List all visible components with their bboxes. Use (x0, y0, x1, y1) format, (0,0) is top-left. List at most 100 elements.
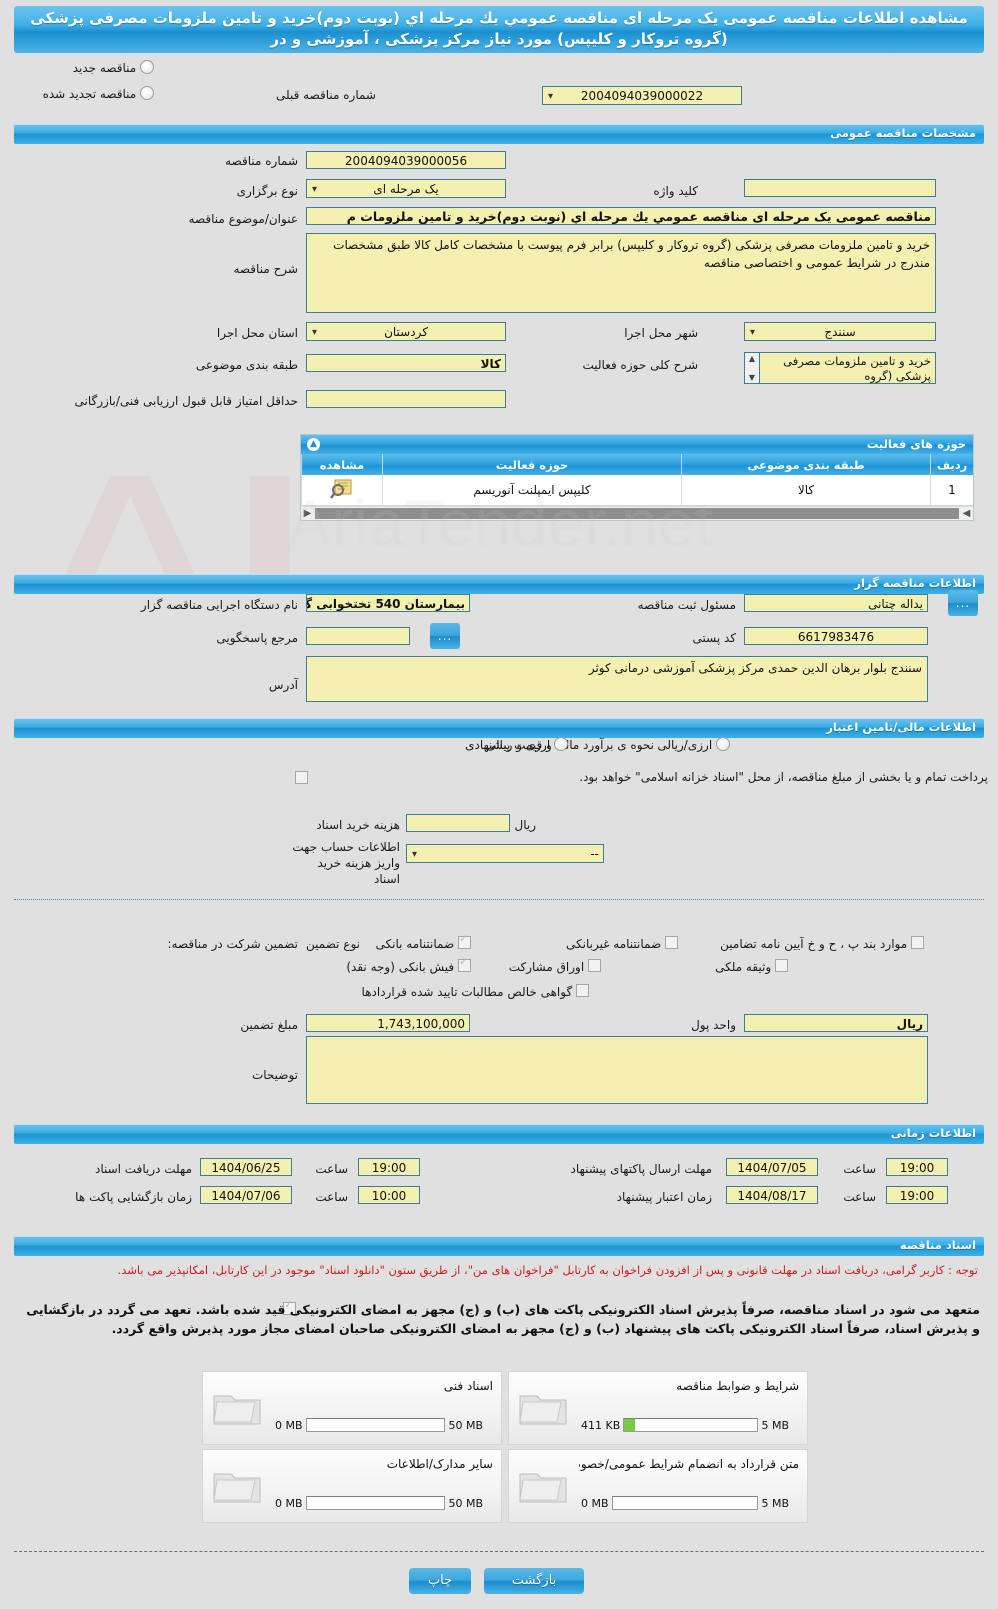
guarantee-option-6-checkbox[interactable] (576, 984, 589, 997)
timing-date-3[interactable]: 1404/08/17 (726, 1186, 818, 1204)
estimate-option-foreign-rial-row[interactable]: ارزی و ریالی (486, 737, 568, 752)
guarantee-option-4[interactable]: اوراق مشارکت (509, 959, 601, 974)
table-row[interactable]: 1 کالا کلیپس ایمپلنت آنوریسم (301, 475, 973, 506)
renewed-tender-radio-row[interactable]: مناقصه تجدید شده (43, 86, 154, 101)
folder-icon[interactable] (517, 1464, 569, 1506)
docbox-1[interactable]: اسناد فنی 0 MB 50 MB (202, 1371, 502, 1445)
activity-areas-hscrollbar[interactable]: ◀ ▶ (301, 506, 973, 520)
collapse-icon[interactable]: ▲ (307, 438, 320, 451)
activity-areas-table: ردیف طبقه بندی موضوعی حوزه فعالیت مشاهده… (301, 454, 973, 506)
guarantee-option-3-checkbox[interactable] (458, 956, 471, 972)
folder-icon[interactable] (517, 1386, 569, 1428)
timing-time-3[interactable]: 19:00 (886, 1186, 948, 1204)
classification-field[interactable]: کالا (306, 354, 506, 372)
min-score-field[interactable] (306, 390, 506, 408)
timing-date-0[interactable]: 1404/06/25 (200, 1158, 292, 1176)
province-select[interactable]: ▾ کردستان (306, 322, 506, 341)
docbox-3-meter-row: 0 MB 50 MB (275, 1496, 483, 1510)
previous-tender-number-select[interactable]: ▾ 2004094039000022 (542, 86, 742, 105)
col-activity-area: حوزه فعالیت (382, 454, 682, 475)
subject-field[interactable]: مناقصه عمومی یک مرحله ای مناقصه عمومي يك… (306, 207, 936, 225)
cell-view[interactable] (301, 475, 383, 506)
scroll-thumb[interactable] (315, 508, 959, 519)
description-textarea[interactable]: خرید و تامین ملزومات مصرفی پزشکی (گروه ت… (306, 233, 936, 313)
col-row: ردیف (930, 454, 973, 475)
section-timing: اطلاعات زمانی (14, 1124, 984, 1144)
remarks-textarea[interactable] (306, 1036, 928, 1104)
timing-time-0[interactable]: 19:00 (358, 1158, 420, 1176)
docbox-1-label: اسناد فنی (443, 1379, 493, 1393)
guarantee-option-4-checkbox[interactable] (588, 959, 601, 972)
folder-icon[interactable] (211, 1386, 263, 1428)
scroll-left-icon[interactable]: ▶ (303, 508, 312, 519)
spinner-up-icon[interactable]: ▲ (748, 354, 756, 363)
docbox-2-meter-row: 0 MB 5 MB (581, 1496, 789, 1510)
guarantee-option-3[interactable]: فیش بانکی (وجه نقد) (346, 956, 471, 974)
contact-field[interactable] (306, 627, 410, 645)
timing-date-2[interactable]: 1404/07/05 (726, 1158, 818, 1176)
currency-field[interactable]: ریال (744, 1014, 928, 1032)
holding-type-select[interactable]: ▾ یک مرحله ای (306, 179, 506, 198)
guarantee-option-5-checkbox[interactable] (775, 959, 788, 972)
remarks-label: توضیحات (251, 1068, 298, 1082)
treasury-note-checkbox[interactable] (295, 771, 308, 784)
spinner-down-icon[interactable]: ▼ (748, 373, 756, 382)
account-select[interactable]: ▾ -- (406, 844, 604, 863)
doc-cost-label: هزینه خرید اسناد (316, 818, 400, 832)
timing-label-0: مهلت دریافت اسناد (94, 1162, 192, 1176)
docbox-1-used: 0 MB (275, 1418, 303, 1432)
print-button[interactable]: چاپ (409, 1568, 471, 1594)
address-textarea[interactable]: سنندج بلوار برهان الدین حمدی مرکز پزشکی … (306, 656, 928, 702)
guarantee-option-2-checkbox[interactable] (911, 936, 924, 949)
agency-label: نام دستگاه اجرایی مناقصه گزار (140, 598, 298, 612)
docbox-3[interactable]: سایر مدارک/اطلاعات 0 MB 50 MB (202, 1449, 502, 1523)
contact-browse-button[interactable]: ... (430, 623, 460, 649)
timing-time-1[interactable]: 10:00 (358, 1186, 420, 1204)
new-tender-radio[interactable] (140, 60, 154, 74)
col-view: مشاهده (301, 454, 383, 475)
docbox-1-max: 50 MB (448, 1418, 483, 1432)
guarantee-option-4-label: اوراق مشارکت (508, 960, 585, 974)
postal-code-field[interactable]: 6617983476 (744, 627, 928, 645)
view-icon[interactable] (329, 478, 355, 503)
guarantee-option-1-checkbox[interactable] (665, 936, 678, 949)
guarantee-amount-field[interactable]: 1,743,100,000 (306, 1014, 470, 1032)
docbox-2-label: متن قرارداد به انضمام شرایط عمومی/خصوصی (579, 1457, 799, 1471)
keyword-field[interactable] (744, 179, 936, 197)
docbox-0[interactable]: شرایط و ضوابط مناقصه 411 KB 5 MB (508, 1371, 808, 1445)
separator-guarantee (14, 899, 984, 900)
guarantee-option-2[interactable]: موارد بند پ ، ح و خ آیین نامه تضامین (720, 936, 924, 951)
estimate-option-rial-row[interactable]: ارزی/ریالی (657, 737, 730, 752)
new-tender-radio-row[interactable]: مناقصه جدید (73, 60, 154, 75)
tender-number-field[interactable]: 2004094039000056 (306, 151, 506, 169)
separator-footer (14, 1551, 984, 1552)
activity-summary-spinner[interactable]: ▲ ▼ (744, 352, 759, 384)
docbox-2[interactable]: متن قرارداد به انضمام شرایط عمومی/خصوصی … (508, 1449, 808, 1523)
guarantee-option-6[interactable]: گواهی خالص مطالبات تایید شده قراردادها (362, 984, 589, 999)
folder-icon[interactable] (211, 1464, 263, 1506)
agency-field[interactable]: بیمارستان 540 تختخوابی گ (306, 594, 470, 612)
chevron-down-icon: ▾ (312, 184, 318, 195)
guarantee-option-0-checkbox[interactable] (458, 933, 471, 949)
registrar-field[interactable]: یداله چتانی (744, 594, 928, 612)
guarantee-option-1[interactable]: ضمانتنامه غیربانکی (566, 936, 678, 951)
scroll-right-icon[interactable]: ◀ (962, 508, 971, 519)
city-select[interactable]: ▾ سنندج (744, 322, 936, 341)
guarantee-option-0[interactable]: ضمانتنامه بانکی (376, 933, 471, 951)
section-finance-title: اطلاعات مالی/تامین اعتبار (826, 720, 976, 734)
timing-date-1[interactable]: 1404/07/06 (200, 1186, 292, 1204)
table-header-row: ردیف طبقه بندی موضوعی حوزه فعالیت مشاهده (301, 454, 973, 475)
timing-hour-label-2: ساعت (843, 1162, 876, 1176)
renewed-tender-radio[interactable] (140, 86, 154, 100)
timing-time-2[interactable]: 19:00 (886, 1158, 948, 1176)
doc-cost-field[interactable] (406, 814, 510, 832)
guarantee-option-5[interactable]: وثیقه ملکی (715, 959, 788, 974)
activity-summary-scrollbox[interactable]: ▲ ▼ خرید و تامین ملزومات مصرفی پزشکی (گر… (744, 352, 936, 384)
estimate-option-foreign-rial-radio[interactable] (554, 737, 568, 751)
back-button[interactable]: بازگشت (484, 1568, 584, 1594)
description-label: شرح مناقصه (233, 262, 298, 276)
registrar-browse-button[interactable]: ... (948, 590, 978, 616)
estimate-option-rial-radio[interactable] (716, 737, 730, 751)
page-title: مشاهده اطلاعات مناقصه عمومی یک مرحله ای … (14, 6, 984, 53)
commitment-checkbox[interactable] (283, 1299, 296, 1315)
